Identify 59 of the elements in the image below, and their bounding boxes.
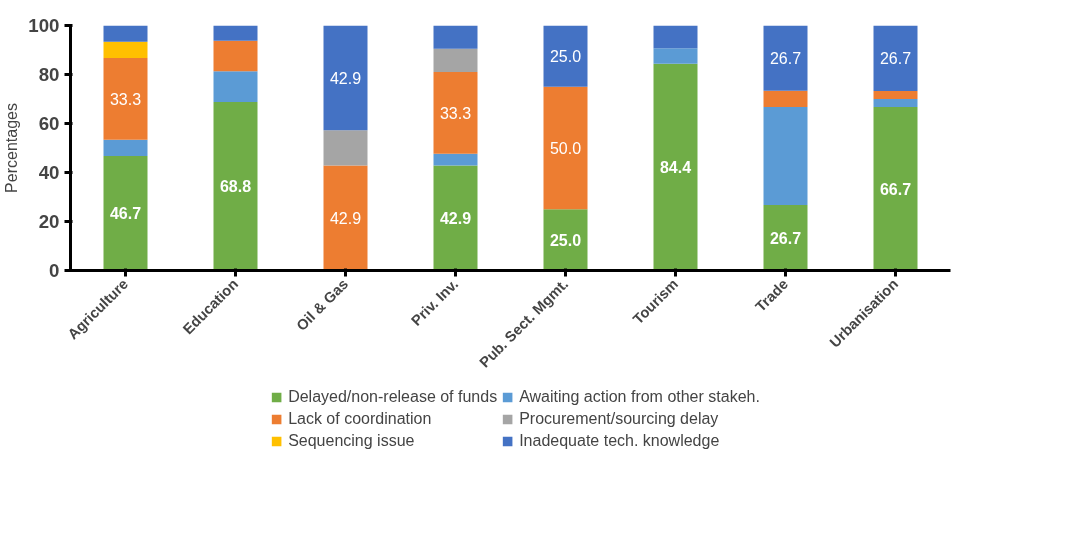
legend-label: Awaiting action from other stakeh. (519, 388, 760, 406)
data-label: 42.9 (329, 209, 362, 227)
bar (653, 25, 698, 49)
y-tick-label: 80 (38, 64, 60, 85)
bar (763, 205, 808, 271)
x-tick-label: Oil & Gas (293, 275, 352, 334)
legend-label: Delayed/non-release of funds (288, 388, 498, 406)
y-tick-label: 20 (38, 211, 60, 232)
bar (543, 25, 588, 87)
data-label: 26.7 (879, 50, 912, 68)
data-label: 66.7 (879, 180, 912, 198)
bar (873, 107, 918, 271)
legend-label: Inadequate tech. knowledge (519, 432, 720, 450)
y-tick-label: 40 (38, 162, 60, 183)
bar (433, 165, 478, 271)
data-label: 84.4 (659, 159, 692, 177)
data-label: 50.0 (549, 140, 582, 157)
y-tick-label: 100 (28, 15, 60, 36)
bar (433, 25, 478, 49)
bar (873, 90, 918, 99)
bar (653, 63, 698, 271)
bar (213, 101, 258, 271)
data-label: 33.3 (109, 90, 142, 108)
y-tick-label: 0 (49, 260, 60, 281)
data-label: 25.0 (549, 48, 582, 66)
bar (323, 25, 368, 131)
bar (873, 99, 918, 108)
bar (763, 25, 808, 91)
data-label: 25.0 (549, 231, 582, 249)
bar (103, 25, 148, 42)
bar (213, 25, 258, 41)
bar (213, 71, 258, 102)
bar (103, 41, 148, 59)
bar (323, 165, 368, 271)
bar (103, 139, 148, 157)
data-label: 26.7 (769, 49, 802, 67)
bar (763, 90, 808, 108)
data-label: 46.7 (109, 205, 142, 223)
bar (653, 48, 698, 64)
data-label: 42.9 (439, 209, 472, 227)
data-label: 33.3 (439, 104, 472, 122)
bar (433, 48, 478, 73)
bar (213, 40, 258, 72)
bar (103, 58, 148, 140)
bar (543, 86, 588, 210)
data-label: 68.8 (219, 178, 252, 196)
data-label: 42.9 (329, 69, 362, 87)
data-label: 26.7 (769, 229, 802, 247)
legend-label: Sequencing issue (288, 432, 415, 450)
bar (323, 130, 368, 166)
bar (433, 72, 478, 154)
bar (763, 107, 808, 206)
y-axis-title: Percentages (3, 103, 21, 193)
bar (873, 25, 918, 91)
bar (103, 156, 148, 271)
bar (433, 153, 478, 166)
legend-label: Procurement/sourcing delay (519, 410, 719, 428)
y-tick-label: 60 (38, 113, 60, 134)
legend-label: Lack of coordination (288, 410, 432, 428)
